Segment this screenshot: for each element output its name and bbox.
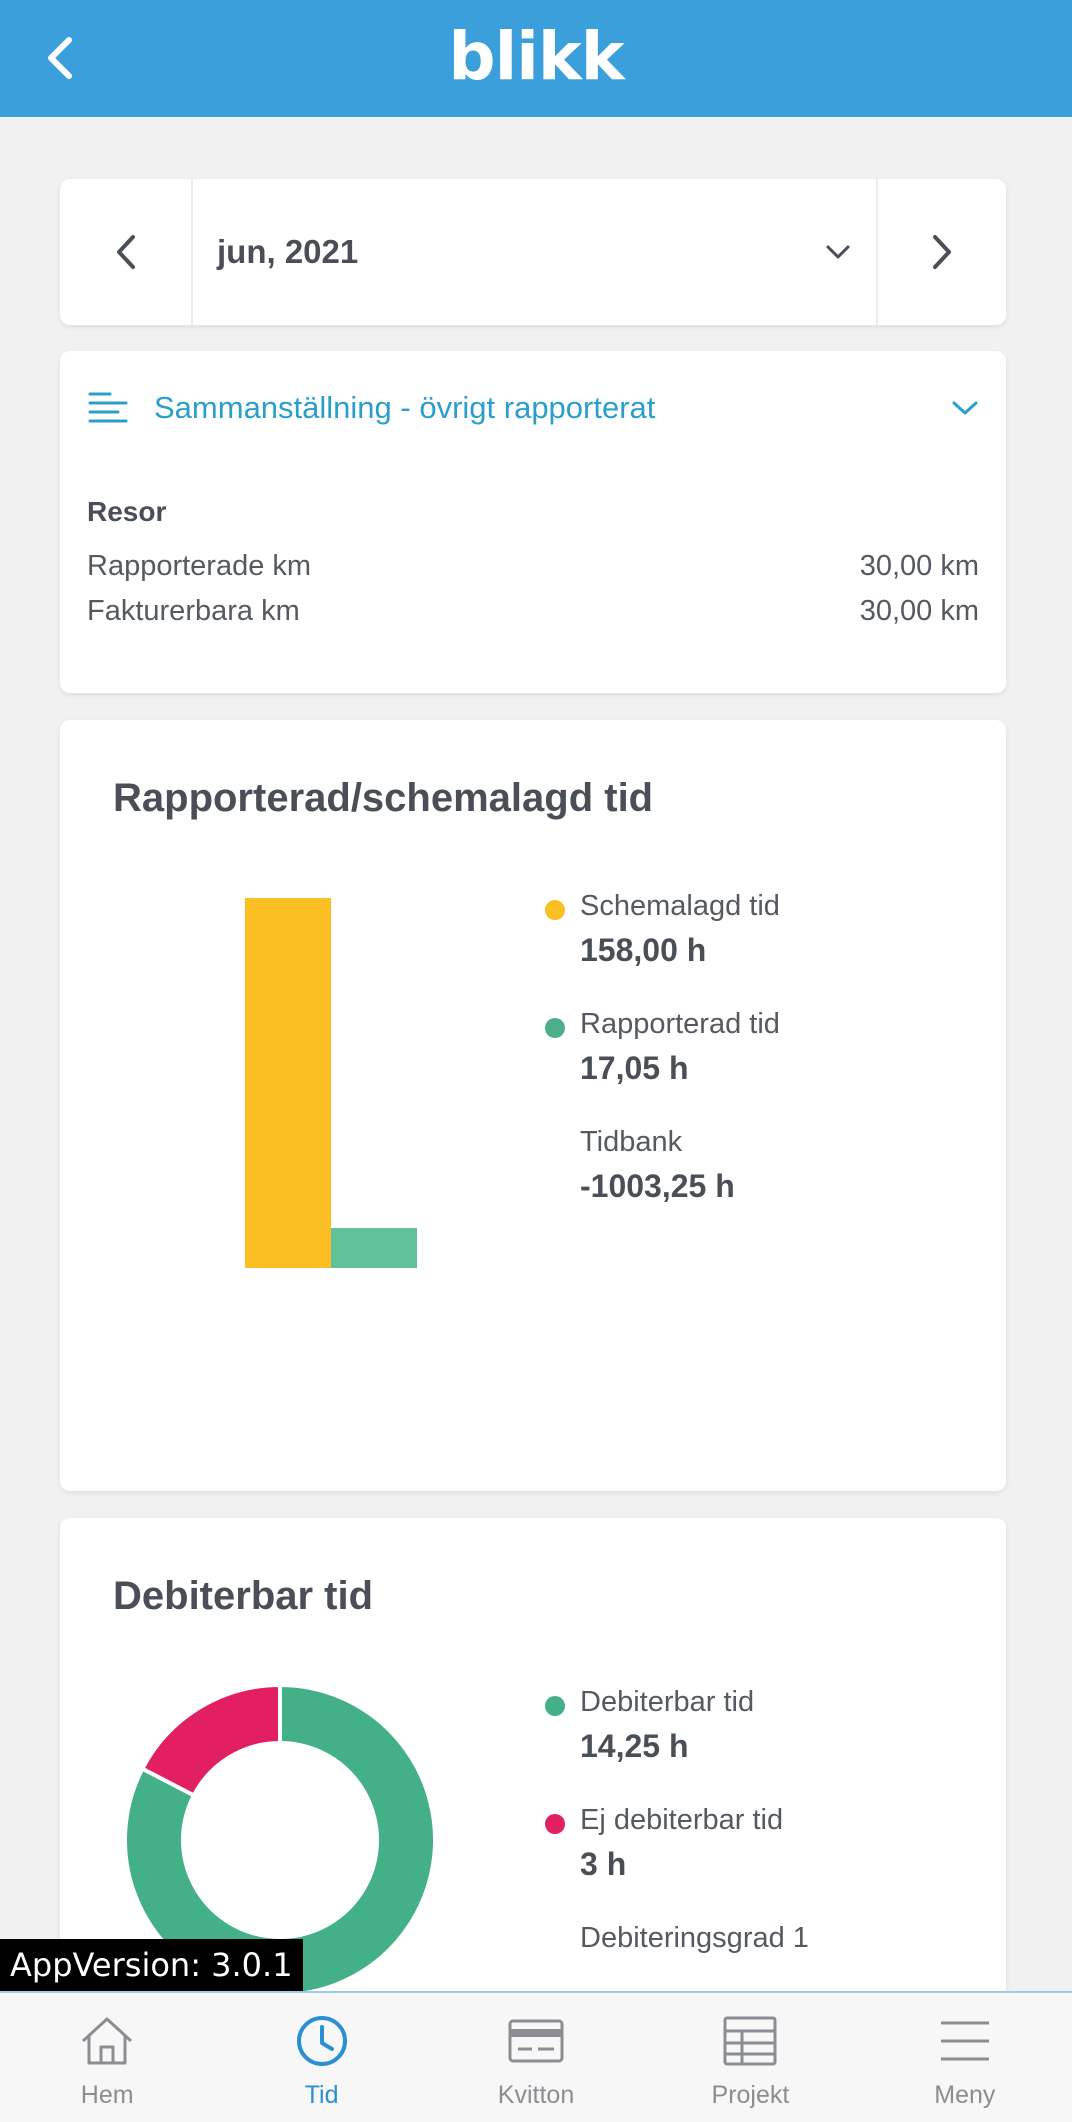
chevron-down-icon	[826, 245, 850, 259]
legend-value: 17,05 h	[580, 1050, 689, 1086]
back-button[interactable]	[30, 28, 90, 88]
schedule-chart-card: Rapporterad/schemalagd tid Schemalagd ti…	[60, 720, 1006, 1491]
nav-item-projekt[interactable]: Projekt	[643, 1993, 857, 2122]
nav-label: Projekt	[711, 2081, 790, 2109]
chart-legend: Debiterbar tid 14,25 h Ej debiterbar tid…	[545, 1682, 809, 1988]
app-header: blikk	[0, 0, 1072, 117]
nav-item-hem[interactable]: Hem	[0, 1993, 214, 2122]
bar-rapporterad-tid	[331, 1228, 417, 1268]
slice-debiterbar-tid	[123, 1682, 437, 1997]
month-dropdown[interactable]: jun, 2021	[191, 179, 876, 325]
row-value: 30,00 km	[859, 550, 979, 582]
legend-dot	[545, 1814, 565, 1834]
nav-label: Tid	[304, 2081, 339, 2109]
slice-ej-debiterbar-tid	[139, 1682, 282, 1799]
summary-row: Fakturerbara km 30,00 km	[87, 595, 979, 628]
section-label: Resor	[87, 496, 167, 527]
previous-month-button[interactable]	[60, 179, 191, 325]
chevron-left-icon	[48, 37, 72, 79]
card-title: Rapporterad/schemalagd tid	[113, 776, 654, 820]
legend-label: Ej debiterbar tid	[580, 1804, 784, 1836]
summary-row: Rapporterade km 30,00 km	[87, 550, 979, 583]
chevron-right-icon	[933, 235, 951, 269]
table-icon	[723, 2016, 777, 2066]
legend-value: 14,25 h	[580, 1728, 689, 1764]
summary-card: Sammanställning - övrigt rapporterat Res…	[60, 351, 1006, 693]
legend-dot	[545, 1018, 565, 1038]
row-value: 30,00 km	[859, 595, 979, 627]
month-label: jun, 2021	[217, 233, 359, 270]
legend-item: Rapporterad tid 17,05 h	[545, 1004, 780, 1092]
card-icon	[508, 2019, 564, 2063]
list-icon	[88, 392, 128, 423]
legend-item: Schemalagd tid 158,00 h	[545, 886, 780, 974]
row-label: Fakturerbara km	[87, 595, 300, 627]
chevron-left-icon	[116, 235, 135, 269]
legend-item: Tidbank -1003,25 h	[545, 1122, 780, 1210]
next-month-button[interactable]	[876, 179, 1006, 325]
legend-label: Debiterbar tid	[580, 1686, 755, 1718]
app-version-label: AppVersion: 3.0.1	[0, 1939, 303, 1991]
nav-item-tid[interactable]: Tid	[214, 1993, 428, 2122]
card-title: Debiterbar tid	[113, 1574, 374, 1618]
menu-icon	[940, 2021, 989, 2061]
clock-icon	[296, 2016, 347, 2066]
nav-label: Kvitton	[497, 2081, 575, 2109]
row-label: Rapporterade km	[87, 550, 312, 582]
nav-item-kvitton[interactable]: Kvitton	[429, 1993, 643, 2122]
legend-item: Ej debiterbar tid 3 h	[545, 1800, 809, 1888]
blikk-logo: blikk	[448, 18, 624, 95]
nav-item-meny[interactable]: Meny	[858, 1993, 1072, 2122]
chart-legend: Schemalagd tid 158,00 h Rapporterad tid …	[545, 886, 780, 1240]
summary-header[interactable]: Sammanställning - övrigt rapporterat	[88, 383, 978, 433]
legend-label: Rapporterad tid	[580, 1008, 780, 1040]
home-icon	[82, 2017, 133, 2065]
legend-value: 3 h	[580, 1846, 627, 1882]
legend-value: 158,00 h	[580, 932, 707, 968]
nav-label: Hem	[80, 2081, 134, 2109]
legend-dot	[545, 900, 565, 920]
nav-label: Meny	[934, 2081, 996, 2109]
legend-item: Debiterbar tid 14,25 h	[545, 1682, 809, 1770]
bar-chart	[245, 898, 417, 1268]
legend-label: Debiteringsgrad 1	[580, 1922, 809, 1954]
legend-value: -1003,25 h	[580, 1168, 735, 1204]
month-selector: jun, 2021	[60, 179, 1006, 325]
legend-label: Schemalagd tid	[580, 890, 780, 922]
donut-chart	[123, 1682, 437, 1997]
summary-title: Sammanställning - övrigt rapporterat	[154, 390, 656, 425]
legend-dot	[545, 1696, 565, 1716]
legend-item: Debiteringsgrad 1	[545, 1918, 809, 1958]
legend-label: Tidbank	[580, 1126, 683, 1158]
bar-schemalagd-tid	[245, 898, 331, 1268]
chevron-down-icon	[952, 401, 978, 415]
bottom-nav: Hem Tid Kvitton Projekt	[0, 1991, 1072, 2122]
